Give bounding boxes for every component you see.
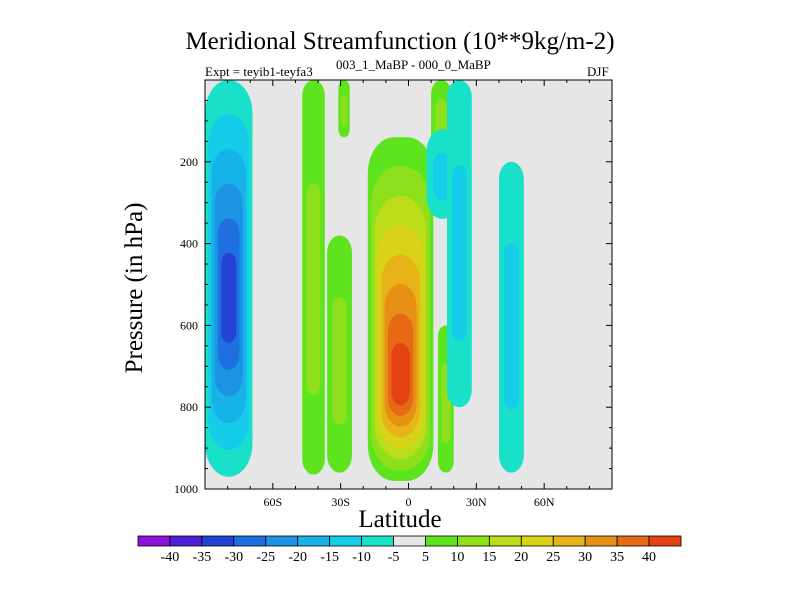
streamfunction-negative-column-45N <box>498 161 524 473</box>
colorbar-swatch <box>616 535 650 547</box>
x-tick-label: 30N <box>466 495 487 509</box>
colorbar-label: -15 <box>320 550 339 565</box>
streamfunction-positive-tongue-30S <box>338 80 350 138</box>
colorbar-swatch <box>425 535 458 547</box>
colorbar-label: 15 <box>482 550 496 565</box>
colorbar-label: -35 <box>193 550 212 565</box>
colorbar-swatch <box>584 535 618 547</box>
colorbar-swatch <box>233 535 267 547</box>
colorbar-swatch <box>329 535 362 547</box>
colorbar-label: 20 <box>514 550 528 565</box>
season-label: DJF <box>587 64 609 79</box>
y-tick-label: 600 <box>180 318 198 332</box>
colorbar-swatch <box>648 535 682 547</box>
colorbar-label: -40 <box>161 550 180 565</box>
x-tick-label: 0 <box>406 495 412 509</box>
contour-band <box>452 165 467 341</box>
colorbar-label: 5 <box>422 550 429 565</box>
contour-band <box>391 342 410 406</box>
colorbar-label: -20 <box>288 550 307 565</box>
colorbar-label: 30 <box>578 550 592 565</box>
streamfunction-positive-column-30S <box>327 235 352 473</box>
contour-band <box>332 297 347 425</box>
contour-band <box>340 94 348 126</box>
contour-band <box>221 252 237 343</box>
x-tick-label: 60S <box>263 495 282 509</box>
x-tick-label: 30S <box>331 495 350 509</box>
colorbar-swatch <box>552 535 586 547</box>
streamfunction-negative-column-20N <box>446 80 472 408</box>
chart-title: Meridional Streamfunction (10**9kg/m-2) <box>185 28 615 55</box>
experiment-label: Expt = teyib1-teyfa3 <box>205 64 313 79</box>
colorbar-swatch <box>297 535 331 547</box>
colorbar-label: 40 <box>642 550 656 565</box>
colorbar-label: -10 <box>352 550 371 565</box>
x-axis-label: Latitude <box>358 506 442 533</box>
y-tick-label: 400 <box>180 237 198 251</box>
y-tick-label: 800 <box>180 400 198 414</box>
experiment-range-label: 003_1_MaBP - 000_0_MaBP <box>336 57 491 72</box>
colorbar-swatch <box>393 535 426 547</box>
y-tick-label: 200 <box>180 155 198 169</box>
colorbar-swatch <box>457 535 490 547</box>
contour-band <box>504 243 519 410</box>
colorbar-label: -25 <box>256 550 275 565</box>
colorbar-label: -5 <box>388 550 400 565</box>
colorbar-swatch <box>137 535 171 547</box>
contour-band <box>435 99 448 139</box>
streamfunction-positive-column-50S <box>302 80 325 475</box>
contour-band <box>306 183 321 395</box>
colorbar-swatch <box>488 535 522 547</box>
colorbar-swatch <box>169 535 203 547</box>
x-tick-label: 60N <box>534 495 555 509</box>
y-tick-label: 1000 <box>174 482 198 496</box>
streamfunction-southern-negative-cell <box>205 80 253 477</box>
streamfunction-central-positive-cell <box>367 137 434 481</box>
colorbar-label: 25 <box>546 550 560 565</box>
colorbar-label: 35 <box>610 550 624 565</box>
colorbar-label: 10 <box>450 550 464 565</box>
plot-frame <box>204 79 613 490</box>
colorbar-swatch <box>265 535 299 547</box>
colorbar-swatch <box>520 535 554 547</box>
colorbar-swatch <box>201 535 235 547</box>
colorbar-label: -30 <box>224 550 243 565</box>
colorbar-swatch <box>361 535 394 547</box>
